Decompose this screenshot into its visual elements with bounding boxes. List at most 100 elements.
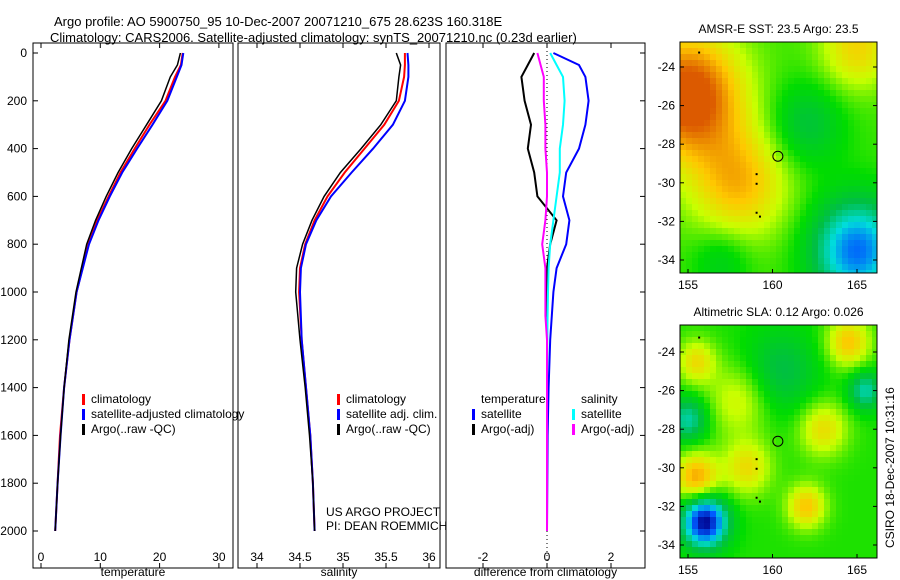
map-cell (794, 96, 800, 102)
map-cell (788, 469, 794, 475)
map-cell (812, 48, 818, 54)
map-cell (752, 385, 758, 391)
map-cell (830, 228, 836, 234)
map-cell (704, 210, 710, 216)
map-cell (812, 222, 818, 228)
map-cell (782, 373, 788, 379)
map-cell (794, 162, 800, 168)
map-y-tick-label: -30 (658, 461, 676, 475)
map-y-tick-label: -28 (658, 137, 676, 151)
map-cell (710, 120, 716, 126)
map-cell (710, 162, 716, 168)
map-cell (740, 144, 746, 150)
map-cell (806, 403, 812, 409)
map-cell (770, 445, 776, 451)
map-cell (716, 325, 722, 331)
map-cell (806, 457, 812, 463)
map-cell (800, 252, 806, 258)
map-cell (770, 469, 776, 475)
map-cell (746, 415, 752, 421)
map-cell (770, 138, 776, 144)
map-cell (770, 361, 776, 367)
map-cell (818, 270, 824, 273)
map-cell (824, 198, 830, 204)
map-cell (734, 240, 740, 246)
map-cell (788, 361, 794, 367)
map-cell (794, 379, 800, 385)
map-cell (752, 222, 758, 228)
map-cell (680, 511, 686, 517)
map-cell (836, 270, 842, 273)
map-cell (800, 78, 806, 84)
map-cell (842, 541, 848, 547)
map-cell (824, 96, 830, 102)
map-cell (854, 421, 860, 427)
legend-swatch (472, 424, 475, 435)
map-cell (704, 228, 710, 234)
map-cell (698, 361, 704, 367)
map-cell (872, 48, 877, 54)
map-cell (824, 391, 830, 397)
map-cell (848, 126, 854, 132)
map-cell (854, 517, 860, 523)
map-cell (818, 367, 824, 373)
map-cell (836, 84, 842, 90)
map-cell (824, 84, 830, 90)
map-cell (722, 240, 728, 246)
map-cell (722, 511, 728, 517)
map-cell (800, 96, 806, 102)
map-cell (710, 391, 716, 397)
map-cell (704, 379, 710, 385)
map-cell (698, 204, 704, 210)
map-cell (854, 258, 860, 264)
map-cell (710, 54, 716, 60)
figure-title-line2: Climatology: CARS2006. Satellite-adjuste… (50, 30, 577, 45)
map-cell (782, 517, 788, 523)
x-axis-label: difference from climatology (474, 565, 617, 579)
map-cell (764, 517, 770, 523)
map-cell (746, 138, 752, 144)
map-cell (764, 222, 770, 228)
map-cell (860, 168, 866, 174)
map-cell (872, 168, 877, 174)
map-cell (704, 421, 710, 427)
map-cell (704, 54, 710, 60)
map-cell (854, 391, 860, 397)
map-cell (848, 457, 854, 463)
map-cell (776, 96, 782, 102)
map-cell (740, 72, 746, 78)
map-cell (770, 126, 776, 132)
map-cell (794, 72, 800, 78)
map-cell (764, 469, 770, 475)
map-cell (680, 204, 686, 210)
map-cell (722, 553, 728, 558)
map-cell (770, 84, 776, 90)
map-cell (752, 355, 758, 361)
map-cell (776, 168, 782, 174)
map-cell (746, 54, 752, 60)
map-cell (812, 114, 818, 120)
map-cell (770, 349, 776, 355)
map-cell (680, 553, 686, 558)
map-cell (692, 343, 698, 349)
map-cell (716, 511, 722, 517)
map-cell (782, 168, 788, 174)
map-cell (794, 463, 800, 469)
map-cell (794, 457, 800, 463)
map-cell (812, 150, 818, 156)
map-cell (728, 529, 734, 535)
map-cell (770, 397, 776, 403)
map-cell (704, 108, 710, 114)
map-cell (842, 445, 848, 451)
map-cell (836, 264, 842, 270)
map-cell (752, 349, 758, 355)
map-cell (788, 439, 794, 445)
map-cell (728, 270, 734, 273)
map-cell (854, 138, 860, 144)
map-cell (716, 433, 722, 439)
map-cell (854, 90, 860, 96)
legend-swatch (82, 424, 85, 435)
map-cell (800, 144, 806, 150)
map-cell (740, 120, 746, 126)
map-cell (872, 367, 877, 373)
